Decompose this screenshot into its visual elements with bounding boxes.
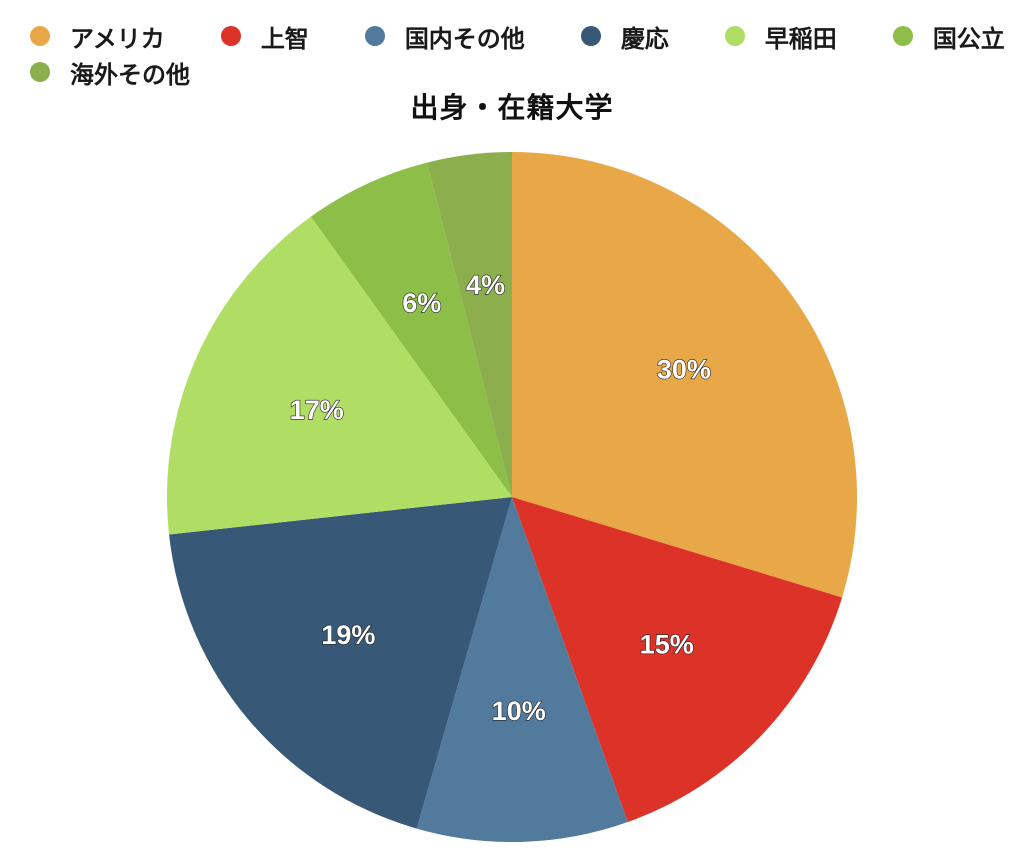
- chart-title: 出身・在籍大学: [410, 91, 614, 124]
- legend-label-sophia: 上智: [260, 24, 309, 53]
- pie-slice-overseas-other: [427, 152, 512, 497]
- legend-item-keio: 慶応: [580, 22, 669, 53]
- legend-label-waseda: 早稲田: [764, 24, 837, 53]
- slice-label-domestic-other: 10%: [492, 696, 546, 726]
- pie-slice-sophia: [512, 497, 843, 822]
- slice-label-overseas-other: 4%: [466, 270, 505, 300]
- legend-label-keio: 慶応: [620, 24, 669, 53]
- legend-item-sophia: 上智: [220, 22, 309, 53]
- pie-slice-domestic-other: [416, 497, 628, 842]
- legend-swatch-domestic-other: [364, 26, 385, 46]
- legend-swatch-keio: [580, 26, 601, 46]
- pie-slice-national-public: [310, 162, 512, 497]
- legend-swatch-america: [30, 26, 50, 46]
- slice-label-america: 30%: [657, 355, 711, 385]
- legend-item-domestic-other: 国内その他: [364, 22, 525, 53]
- legend-swatch-sophia: [220, 26, 241, 46]
- legend-label-america: アメリカ: [70, 24, 165, 53]
- pie-slice-keio: [169, 497, 513, 829]
- legend-item-america: アメリカ: [30, 22, 165, 53]
- slice-label-keio: 19%: [321, 620, 375, 650]
- legend-label-overseas-other: 海外その他: [70, 60, 190, 89]
- legend-item-overseas-other: 海外その他: [30, 58, 190, 89]
- pie-slice-america: [512, 152, 858, 598]
- slice-label-sophia: 15%: [640, 630, 694, 660]
- chart-legend: アメリカ 上智 国内その他 慶応 早稲田 国公立 海外その他: [30, 22, 1010, 89]
- legend-item-waseda: 早稲田: [724, 22, 837, 53]
- legend-swatch-overseas-other: [30, 62, 50, 82]
- slice-label-national-public: 6%: [402, 288, 441, 318]
- legend-label-domestic-other: 国内その他: [404, 24, 525, 53]
- legend-label-national-public: 国公立: [932, 24, 1005, 53]
- legend-item-national-public: 国公立: [892, 22, 1005, 53]
- pie-slice-waseda: [166, 216, 512, 535]
- legend-swatch-national-public: [892, 26, 913, 46]
- slice-label-waseda: 17%: [290, 395, 344, 425]
- legend-swatch-waseda: [724, 26, 745, 46]
